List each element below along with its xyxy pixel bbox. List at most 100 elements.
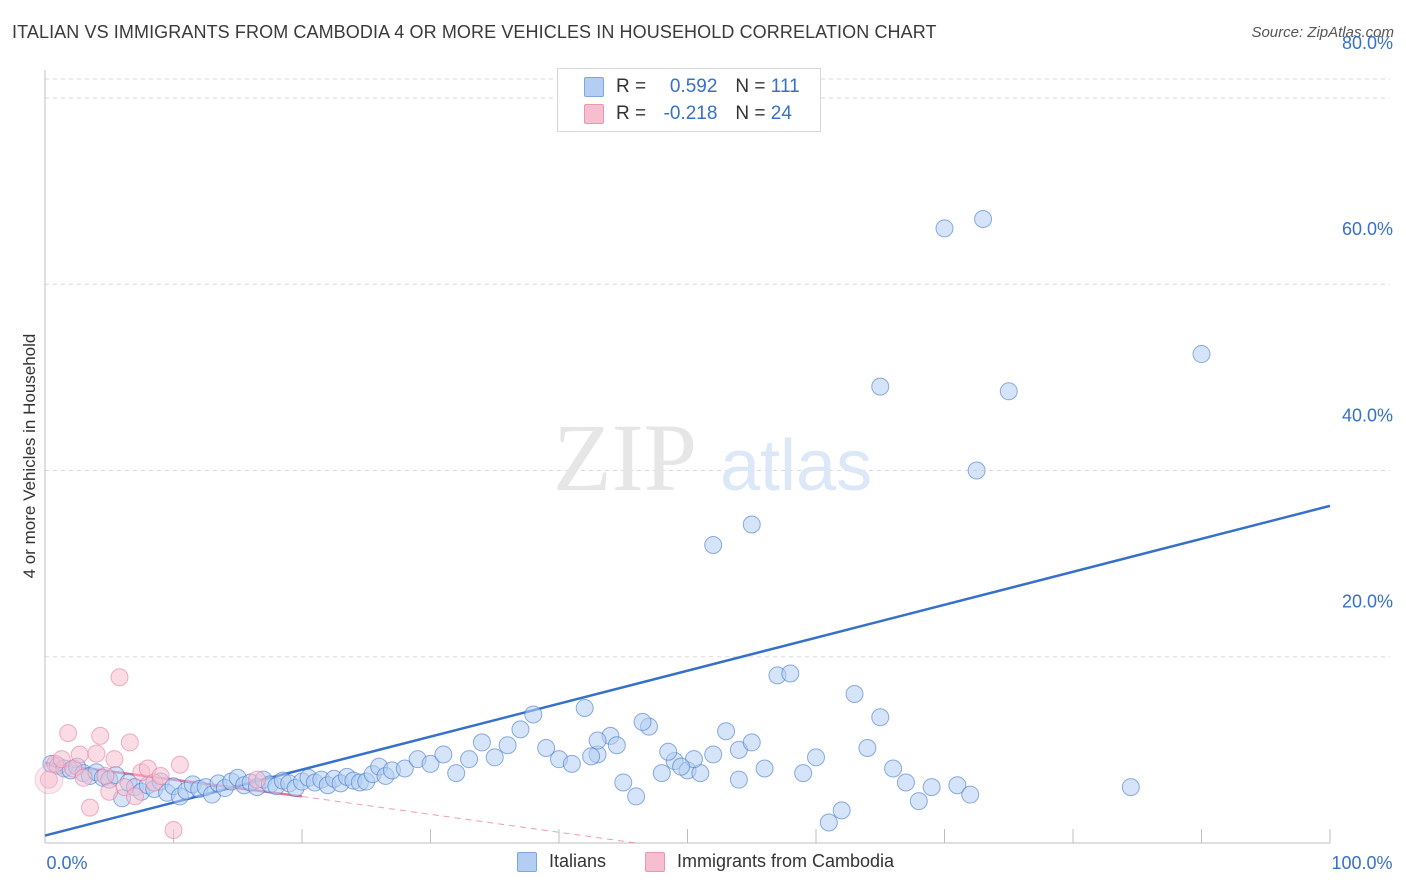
point-italians	[562, 754, 581, 773]
point-italians	[633, 712, 652, 731]
point-cambodia	[91, 726, 110, 745]
bottom-legend-italians: Italians	[517, 851, 606, 872]
bottom-legend-swatch-pink	[645, 851, 665, 872]
point-italians	[717, 722, 736, 741]
watermark: ZIP atlas	[553, 404, 872, 511]
point-italians	[614, 773, 633, 792]
point-italians	[807, 748, 825, 767]
watermark-zip: ZIP	[553, 404, 697, 511]
legend-r-label: R =	[616, 76, 647, 97]
legend-row-italians: R = 0.592 N = 111	[584, 75, 800, 99]
point-italians	[961, 785, 980, 804]
point-italians	[704, 745, 723, 764]
legend-r-label: R =	[616, 103, 647, 124]
point-italians	[460, 750, 479, 769]
point-cambodia	[80, 798, 99, 817]
bottom-legend: Italians Immigrants from Cambodia	[0, 851, 1406, 877]
point-italians	[652, 764, 671, 783]
chart-title: ITALIAN VS IMMIGRANTS FROM CAMBODIA 4 OR…	[12, 22, 937, 42]
point-italians	[884, 759, 903, 778]
point-cambodia	[248, 770, 267, 789]
point-cambodia	[59, 724, 78, 743]
legend-n-value: 111	[770, 76, 800, 97]
legend-n-label: N =	[735, 103, 766, 124]
point-italians	[909, 792, 928, 811]
bottom-legend-cambodia: Immigrants from Cambodia	[645, 851, 894, 872]
legend: R = 0.592 N = 111 R = -0.218 N = 24	[557, 68, 821, 132]
bottom-legend-swatch-blue	[517, 851, 537, 872]
tick-labels: 20.0% 40.0% 60.0% 80.0% 0.0% 100.0%	[46, 33, 1393, 873]
point-italians	[575, 698, 594, 717]
y-axis-label: 4 or more Vehicles in Household	[20, 334, 39, 579]
point-italians	[935, 219, 954, 238]
point-italians	[794, 764, 813, 783]
y-tick-label: 20.0%	[1342, 592, 1393, 612]
point-italians	[922, 778, 941, 797]
point-cambodia	[125, 787, 144, 806]
point-cambodia	[120, 733, 139, 752]
x-tick-label: 0.0%	[46, 853, 87, 873]
point-italians	[421, 754, 440, 773]
bottom-legend-cambodia-label: Immigrants from Cambodia	[677, 851, 895, 871]
point-italians	[607, 736, 626, 755]
point-italians	[524, 705, 543, 724]
point-italians	[755, 759, 774, 778]
point-cambodia	[70, 745, 89, 764]
point-cambodia	[74, 768, 93, 787]
point-italians	[781, 664, 800, 683]
point-cambodia	[96, 766, 115, 785]
point-italians	[447, 764, 466, 783]
point-italians	[832, 801, 851, 820]
point-italians	[845, 684, 864, 703]
y-tick-label: 40.0%	[1342, 405, 1393, 425]
point-italians	[659, 742, 678, 761]
legend-swatch-pink	[584, 104, 604, 124]
point-italians	[498, 736, 517, 755]
point-italians	[704, 535, 723, 554]
point-italians	[1121, 778, 1140, 797]
watermark-atlas: atlas	[720, 426, 872, 506]
point-italians	[537, 739, 556, 758]
data-points	[34, 210, 1211, 839]
bottom-legend-italians-label: Italians	[549, 851, 607, 871]
axes	[44, 70, 1331, 844]
point-italians	[588, 731, 607, 750]
source-label: Source: ZipAtlas.com	[1251, 24, 1394, 41]
point-italians	[511, 720, 530, 739]
legend-n-value: 24	[770, 103, 792, 124]
legend-swatch-blue	[584, 77, 604, 97]
point-cambodia	[100, 782, 119, 801]
point-italians	[582, 747, 601, 766]
legend-r-value: -0.218	[663, 103, 718, 124]
point-italians	[999, 382, 1018, 401]
point-italians	[819, 813, 838, 832]
point-italians	[485, 748, 504, 767]
point-italians	[434, 745, 453, 764]
point-italians	[672, 757, 691, 776]
point-cambodia	[151, 766, 170, 785]
point-italians	[967, 461, 986, 480]
point-italians	[395, 759, 414, 778]
legend-row-cambodia: R = -0.218 N = 24	[584, 102, 792, 126]
point-italians	[948, 776, 967, 795]
point-cambodia	[39, 770, 58, 789]
point-cambodia	[87, 744, 106, 763]
point-cambodia	[164, 820, 183, 839]
point-italians	[742, 515, 761, 534]
grid-lines	[45, 78, 1390, 658]
point-italians	[472, 733, 491, 752]
point-italians	[729, 770, 748, 789]
point-italians	[896, 773, 915, 792]
legend-r-value: 0.592	[669, 76, 718, 97]
trend-line-cambodia-extension	[301, 795, 637, 844]
point-italians	[742, 733, 761, 752]
point-italians	[1192, 345, 1211, 364]
legend-n-label: N =	[735, 76, 766, 97]
point-cambodia	[34, 765, 64, 795]
point-cambodia	[170, 755, 189, 774]
point-italians	[627, 787, 646, 806]
point-italians	[858, 739, 877, 758]
y-tick-label: 60.0%	[1342, 219, 1393, 239]
point-cambodia	[110, 668, 129, 687]
